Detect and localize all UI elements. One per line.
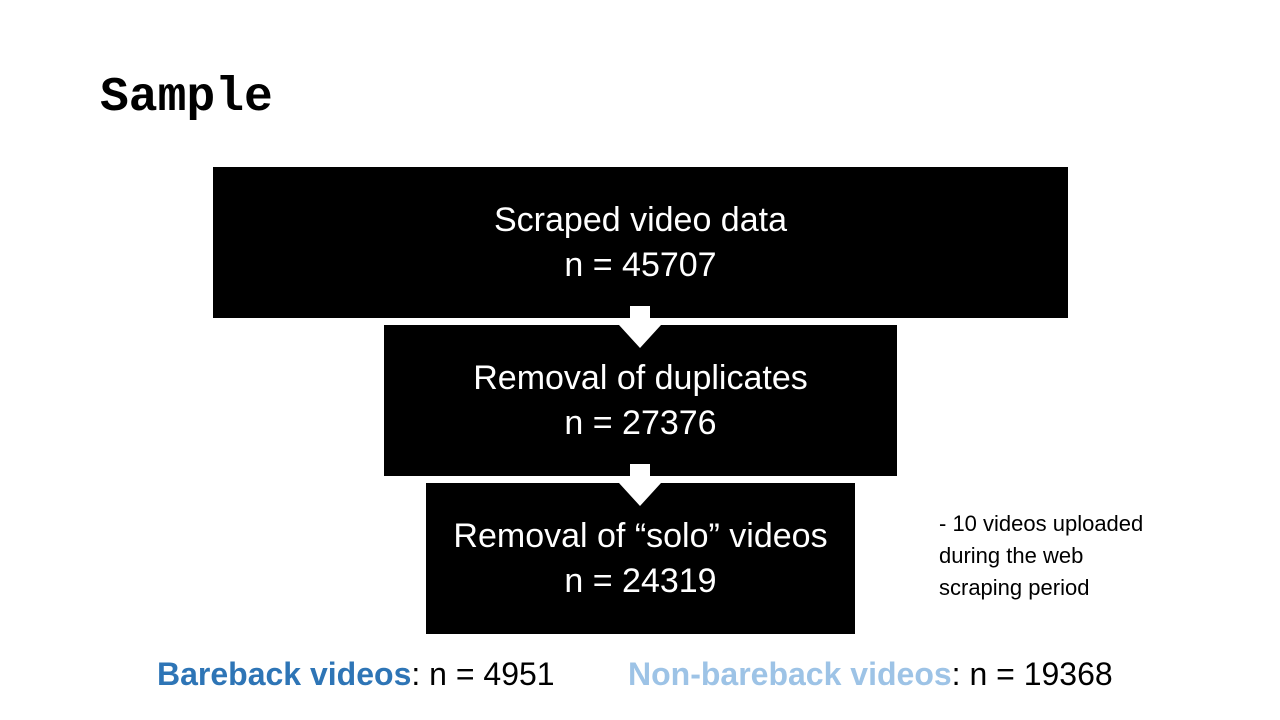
category-label-bareback: Bareback videos xyxy=(157,656,412,692)
page-title: Sample xyxy=(100,71,273,125)
summary-colon: : xyxy=(411,656,421,692)
note-line: during the web xyxy=(939,543,1084,568)
down-arrow-icon xyxy=(619,464,661,506)
note-line: scraping period xyxy=(939,575,1090,600)
down-arrow-icon xyxy=(619,306,661,348)
note-line: - 10 videos uploaded xyxy=(939,511,1144,536)
step-label: Removal of duplicates xyxy=(473,359,808,398)
step-count: n = 27376 xyxy=(564,403,717,442)
side-note: - 10 videos uploaded during the web scra… xyxy=(939,508,1199,604)
step-label: Scraped video data xyxy=(494,201,787,240)
step-count: n = 45707 xyxy=(564,245,717,284)
summary-bareback: Bareback videos: n = 4951 xyxy=(157,656,555,693)
step-label: Removal of “solo” videos xyxy=(453,517,828,556)
step-box-scraped: Scraped video data n = 45707 xyxy=(213,167,1068,318)
category-label-non-bareback: Non-bareback videos xyxy=(628,656,952,692)
step-box-solo: Removal of “solo” videos n = 24319 xyxy=(426,483,855,634)
step-box-duplicates: Removal of duplicates n = 27376 xyxy=(384,325,897,476)
summary-count: n = 19368 xyxy=(960,656,1113,692)
step-count: n = 24319 xyxy=(564,561,717,600)
summary-colon: : xyxy=(951,656,961,692)
summary-count: n = 4951 xyxy=(420,656,555,692)
summary-non-bareback: Non-bareback videos: n = 19368 xyxy=(628,656,1113,693)
